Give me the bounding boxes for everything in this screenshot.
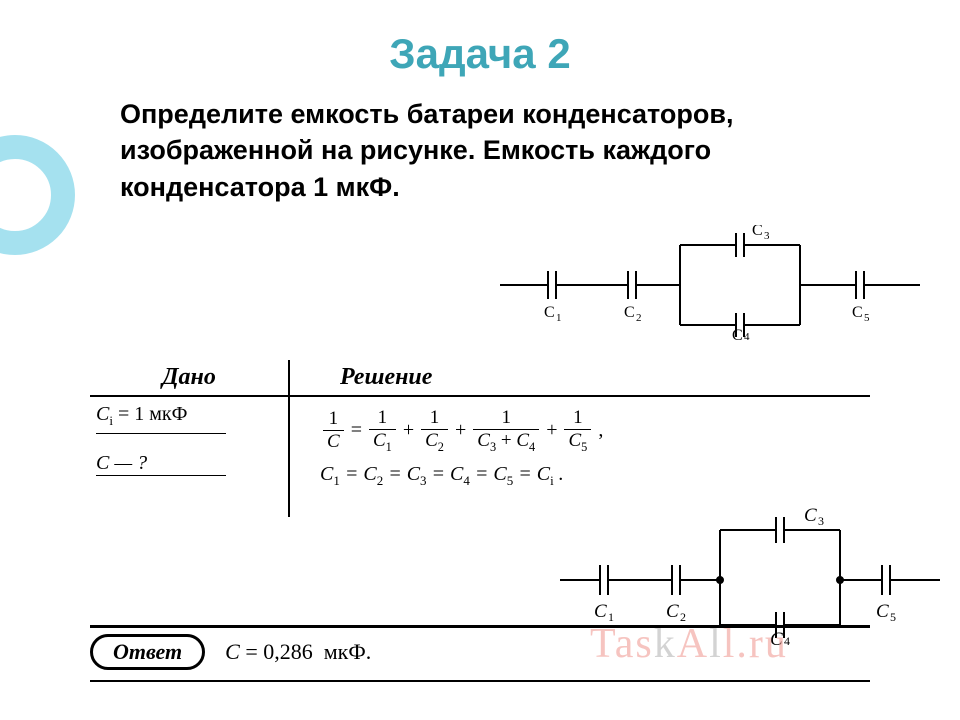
bottom-rule: [90, 680, 870, 682]
svg-text:2: 2: [636, 312, 642, 324]
svg-text:3: 3: [818, 514, 824, 528]
given-value: Ci = 1 мкФ: [96, 403, 226, 434]
given-unknown: C — ?: [96, 434, 226, 476]
solution-block: Дано Решение Ci = 1 мкФ C — ? 1C = 1C1 +…: [90, 360, 870, 517]
given-column: Ci = 1 мкФ C — ?: [90, 397, 290, 517]
svg-text:C: C: [876, 601, 889, 622]
svg-text:5: 5: [864, 312, 870, 324]
answer-row: Ответ C = 0,286 мкФ.: [90, 625, 870, 670]
equal-caps-line: C1 = C2 = C3 = C4 = C5 = Ci .: [320, 463, 607, 489]
cap-label: C: [544, 304, 555, 321]
series-equation: 1C = 1C1 + 1C2 + 1C3 + C4 + 1C5 ,: [320, 407, 607, 455]
problem-text: Определите емкость батареи конденсаторов…: [0, 96, 960, 205]
solution-header-row: Дано Решение: [90, 360, 870, 397]
given-rest: = 1 мкФ: [113, 403, 187, 425]
header-given: Дано: [90, 360, 290, 395]
svg-text:4: 4: [744, 331, 750, 340]
solution-column: 1C = 1C1 + 1C2 + 1C3 + C4 + 1C5 , C1 = C…: [290, 397, 607, 517]
header-solution: Решение: [290, 360, 432, 395]
prompt-line: Определите емкость батареи конденсаторов…: [120, 99, 734, 129]
svg-text:5: 5: [890, 610, 896, 624]
cap-label: C: [852, 304, 863, 321]
svg-text:C: C: [732, 327, 743, 340]
prompt-line: изображенной на рисунке. Емкость каждого: [120, 135, 711, 165]
given-sym: C: [96, 403, 109, 425]
circuit-diagram-top: C1 C2 C3 C4 C5: [500, 225, 920, 340]
svg-text:3: 3: [764, 230, 770, 242]
svg-text:C: C: [666, 601, 679, 622]
svg-text:1: 1: [556, 312, 562, 324]
page-title: Задача 2: [0, 0, 960, 96]
prompt-line: конденсатора 1 мкФ.: [120, 172, 400, 202]
svg-text:C: C: [804, 505, 817, 526]
svg-text:C: C: [594, 601, 607, 622]
answer-label: Ответ: [90, 634, 205, 670]
svg-text:C: C: [752, 225, 763, 239]
cap-label: C: [624, 304, 635, 321]
answer-value: C = 0,286 мкФ.: [225, 639, 371, 665]
